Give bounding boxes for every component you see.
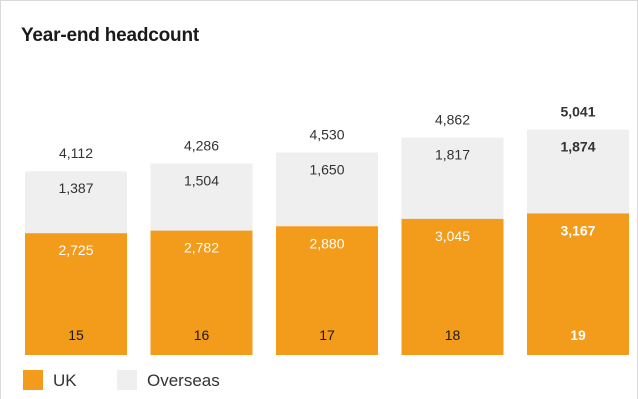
legend-label-uk: UK	[53, 371, 77, 390]
total-label-16: 4,286	[184, 137, 219, 153]
category-label-16: 16	[194, 327, 210, 343]
uk-value-label-15: 2,725	[58, 242, 93, 258]
total-label-19: 5,041	[560, 104, 595, 120]
overseas-value-label-19: 1,874	[560, 139, 595, 155]
bar-overseas-17	[276, 152, 378, 227]
chart-title: Year-end headcount	[21, 25, 199, 46]
overseas-value-label-16: 1,504	[184, 172, 219, 188]
bar-uk-19	[527, 213, 629, 355]
total-label-17: 4,530	[309, 127, 344, 143]
bar-uk-18	[401, 218, 504, 355]
bar-overseas-15	[25, 171, 127, 234]
legend-swatch-overseas	[117, 370, 137, 390]
category-label-17: 17	[319, 327, 335, 343]
overseas-value-label-17: 1,650	[309, 162, 344, 178]
bar-uk-17	[276, 226, 378, 355]
headcount-chart: 4,112 1,387 2,725 15 4,286 1,504 2,782 16 4,530 1…	[25, 104, 629, 355]
category-label-15: 15	[68, 327, 84, 343]
overseas-value-label-15: 1,387	[58, 180, 93, 196]
uk-value-label-19: 3,167	[560, 222, 595, 238]
overseas-value-label-18: 1,817	[435, 147, 470, 163]
category-label-18: 18	[445, 327, 461, 343]
bar-uk-15	[25, 233, 127, 355]
total-label-15: 4,112	[59, 145, 93, 161]
bar-overseas-18	[401, 137, 504, 219]
uk-value-label-16: 2,782	[184, 240, 219, 256]
category-label-19: 19	[570, 327, 586, 343]
bar-overseas-19	[527, 129, 629, 214]
uk-value-label-18: 3,045	[435, 228, 470, 244]
legend-swatch-uk	[23, 370, 43, 390]
bar-uk-16	[150, 230, 253, 355]
legend-label-overseas: Overseas	[147, 371, 220, 390]
bar-overseas-16	[150, 163, 253, 231]
total-label-18: 4,862	[435, 112, 470, 128]
uk-value-label-17: 2,880	[309, 235, 344, 251]
chart-legend: UK Overseas	[1, 369, 638, 397]
